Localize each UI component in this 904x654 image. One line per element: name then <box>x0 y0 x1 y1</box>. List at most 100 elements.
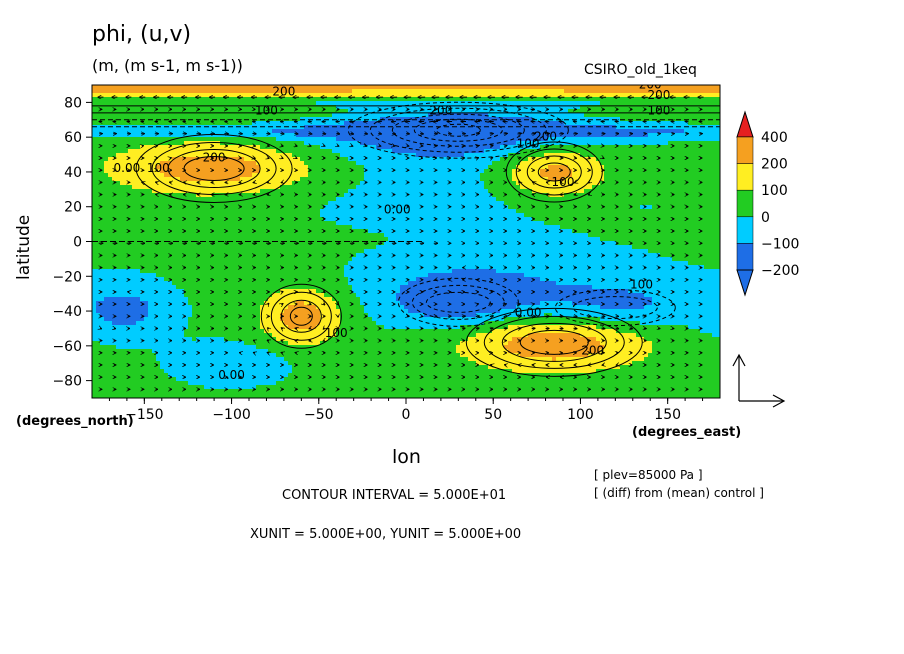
wind-vector <box>519 182 520 183</box>
wind-vector <box>490 146 493 147</box>
contour-label: 200 <box>581 344 604 358</box>
contour-label: 100 <box>147 161 170 175</box>
contour-line <box>425 291 491 313</box>
vector-unit-label: XUNIT = 5.000E+00, YUNIT = 5.000E+00 <box>250 527 522 542</box>
wind-vector <box>267 158 269 159</box>
wind-vector <box>281 158 282 159</box>
wind-vector <box>268 303 269 304</box>
contour-interval-label: CONTOUR INTERVAL = 5.000E+01 <box>282 488 507 503</box>
wind-vector <box>323 291 325 292</box>
diff-note: [ (diff) from (mean) control ] <box>594 486 764 500</box>
wind-vector <box>281 328 282 329</box>
colorbar-tick-label: 400 <box>761 130 788 146</box>
wind-vector <box>517 133 521 134</box>
wind-vector <box>322 133 325 134</box>
wind-vector <box>281 340 283 341</box>
colorbar-top-triangle <box>736 110 754 138</box>
wind-vector <box>532 145 535 146</box>
contour-line <box>465 307 643 377</box>
contour-label: 200 <box>429 104 452 118</box>
contour-line <box>505 141 603 203</box>
wind-vector <box>378 133 381 134</box>
y-tick-label: −40 <box>52 304 82 320</box>
contour-line <box>519 329 589 355</box>
model-label: CSIRO_old_1keq <box>584 62 697 78</box>
wind-vector <box>253 353 255 354</box>
contour-line <box>135 133 293 203</box>
wind-vector <box>295 146 297 147</box>
contour-label: 200 <box>272 84 295 98</box>
wind-vector <box>323 303 324 304</box>
colorbar-tick-label: 100 <box>761 183 788 199</box>
wind-vector <box>504 145 507 146</box>
contour-line <box>554 289 676 327</box>
wind-vector <box>337 146 339 147</box>
wind-vector <box>323 328 324 329</box>
contour-label: 200 <box>534 130 557 144</box>
wind-vector <box>588 194 590 195</box>
colorbar-band <box>736 243 754 271</box>
colorbar: 400 200 100 0 −100 −200 <box>736 110 799 297</box>
wind-vector <box>504 328 507 329</box>
contour-line <box>391 113 525 147</box>
wind-vector <box>281 182 283 183</box>
contour-label: 100 <box>517 137 540 151</box>
y-tick-label: 60 <box>64 130 82 146</box>
x-tick-label: 150 <box>654 407 681 423</box>
wind-vector <box>503 133 508 134</box>
plot-area <box>92 85 720 398</box>
contour-label: 200 <box>639 77 662 91</box>
contour-label: 100 <box>552 175 575 189</box>
contour-label: 200 <box>203 151 226 165</box>
chart-title: phi, (u,v) <box>92 22 192 47</box>
colorbar-band <box>736 189 754 218</box>
wind-vector <box>602 328 605 329</box>
wind-vector <box>364 133 367 134</box>
wind-vector <box>281 304 282 305</box>
contour-label: 100 <box>630 277 653 291</box>
colorbar-bottom-triangle <box>736 269 754 297</box>
x-unit-label: (degrees_east) <box>632 425 742 440</box>
contour-label: 0.00 <box>515 305 542 319</box>
contour-label: 100 <box>325 326 348 340</box>
colorbar-band <box>736 136 754 164</box>
x-tick-label: 50 <box>484 407 502 423</box>
y-tick-label: −80 <box>52 374 82 390</box>
wind-vector <box>490 316 493 317</box>
contour-line <box>397 277 519 327</box>
x-tick-label: −150 <box>125 407 163 423</box>
colorbar-tick-label: −100 <box>761 236 799 252</box>
vector-reference-key <box>732 353 786 408</box>
x-tick-label: 0 <box>402 407 411 423</box>
colorbar-tick-label: 200 <box>761 157 788 173</box>
contour-label: 200 <box>647 88 670 102</box>
wind-vector <box>490 158 492 159</box>
contour-label: 0.00 <box>218 368 245 382</box>
y-tick-label: 40 <box>64 165 82 181</box>
colorbar-band <box>736 216 754 244</box>
x-axis-label: lon <box>392 446 421 468</box>
contour-line <box>151 141 277 195</box>
wind-vector <box>253 340 254 341</box>
contour-line <box>413 118 503 142</box>
wind-vector <box>491 304 493 305</box>
y-tick-label: 0 <box>73 235 82 251</box>
wind-vector <box>295 158 296 159</box>
contour-line <box>501 322 607 362</box>
wind-vector <box>350 133 353 134</box>
contour-line <box>411 284 505 320</box>
wind-vector <box>281 292 283 293</box>
wind-vector <box>462 328 465 329</box>
contour-line <box>183 155 245 181</box>
y-tick-label: 20 <box>64 200 82 216</box>
wind-vector <box>588 158 590 159</box>
wind-vector <box>267 340 269 341</box>
contour-line <box>369 107 547 153</box>
x-axis: −150 −100 −50 0 50 100 150 <box>108 398 704 423</box>
contour-label: 0.00 <box>384 203 411 217</box>
y-axis-label: latitude <box>14 214 34 280</box>
colorbar-band <box>736 163 754 191</box>
wind-vector <box>589 182 590 183</box>
